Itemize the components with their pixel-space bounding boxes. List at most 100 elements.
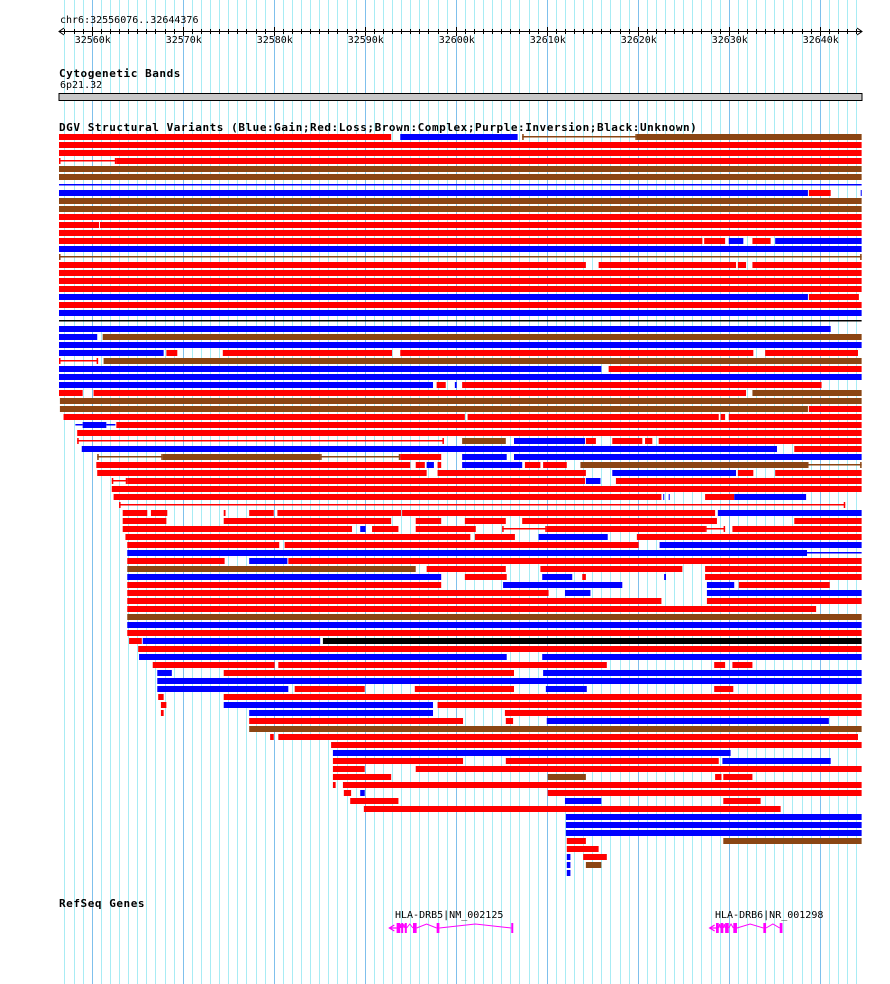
variant-connector-complex[interactable] bbox=[320, 456, 401, 458]
variant-loss[interactable] bbox=[436, 382, 446, 388]
variant-gain[interactable] bbox=[668, 494, 670, 500]
variant-gain[interactable] bbox=[514, 438, 585, 444]
variant-gain[interactable] bbox=[59, 190, 808, 196]
variant-loss[interactable] bbox=[332, 774, 392, 780]
variant-gain[interactable] bbox=[127, 622, 862, 628]
variant-gain[interactable] bbox=[223, 702, 434, 708]
variant-loss[interactable] bbox=[585, 438, 596, 444]
variant-loss[interactable] bbox=[505, 758, 719, 764]
variant-loss[interactable] bbox=[462, 382, 822, 388]
variant-loss[interactable] bbox=[97, 470, 427, 476]
gene-exon[interactable] bbox=[396, 923, 401, 933]
variant-loss[interactable] bbox=[166, 350, 178, 356]
variant-loss[interactable] bbox=[546, 526, 706, 532]
variant-gain[interactable] bbox=[59, 374, 862, 380]
variant-loss[interactable] bbox=[737, 262, 747, 268]
variant-loss[interactable] bbox=[127, 598, 662, 604]
variant-unknown[interactable] bbox=[322, 638, 862, 644]
variant-complex[interactable] bbox=[102, 334, 862, 340]
variant-gain[interactable] bbox=[706, 590, 862, 596]
variant-gain[interactable] bbox=[82, 422, 107, 428]
variant-gain[interactable] bbox=[59, 334, 98, 340]
variant-loss[interactable] bbox=[223, 670, 514, 676]
variant-loss[interactable] bbox=[543, 462, 567, 468]
variant-loss[interactable] bbox=[583, 854, 607, 860]
variant-gain[interactable] bbox=[612, 470, 737, 476]
gene-exon[interactable] bbox=[511, 923, 514, 933]
variant-loss[interactable] bbox=[738, 582, 830, 588]
variant-gain[interactable] bbox=[564, 798, 602, 804]
variant-loss[interactable] bbox=[705, 566, 862, 572]
variant-loss[interactable] bbox=[372, 526, 399, 532]
gene-exon[interactable] bbox=[401, 923, 404, 933]
variant-loss[interactable] bbox=[464, 518, 506, 524]
variant-loss[interactable] bbox=[127, 558, 225, 564]
variant-loss[interactable] bbox=[332, 782, 336, 788]
variant-loss[interactable] bbox=[122, 510, 148, 516]
variant-gain[interactable] bbox=[249, 558, 288, 564]
variant-gain[interactable] bbox=[775, 238, 862, 244]
variant-loss[interactable] bbox=[504, 710, 862, 716]
variant-loss[interactable] bbox=[59, 390, 83, 396]
variant-complex[interactable] bbox=[462, 438, 506, 444]
variant-complex[interactable] bbox=[547, 774, 586, 780]
variant-loss[interactable] bbox=[342, 782, 862, 788]
variant-complex[interactable] bbox=[636, 134, 862, 140]
variant-loss[interactable] bbox=[720, 414, 726, 420]
variant-loss[interactable] bbox=[59, 286, 862, 292]
variant-loss[interactable] bbox=[714, 662, 726, 668]
variant-complex[interactable] bbox=[59, 206, 862, 212]
variant-loss[interactable] bbox=[150, 510, 168, 516]
variant-loss[interactable] bbox=[808, 294, 859, 300]
variant-loss[interactable] bbox=[63, 414, 465, 420]
variant-loss[interactable] bbox=[350, 798, 399, 804]
variant-loss[interactable] bbox=[59, 150, 862, 156]
variant-complex[interactable] bbox=[127, 566, 416, 572]
variant-loss[interactable] bbox=[127, 542, 280, 548]
variant-gain[interactable] bbox=[585, 478, 601, 484]
variant-gain[interactable] bbox=[503, 582, 623, 588]
variant-complex[interactable] bbox=[59, 406, 808, 412]
variant-gain[interactable] bbox=[462, 454, 507, 460]
gene-exon[interactable] bbox=[720, 923, 724, 933]
variant-gain[interactable] bbox=[514, 454, 862, 460]
variant-loss[interactable] bbox=[59, 262, 586, 268]
variant-loss[interactable] bbox=[714, 686, 734, 692]
variant-complex[interactable] bbox=[162, 454, 321, 460]
variant-loss[interactable] bbox=[363, 806, 781, 812]
variant-gain[interactable] bbox=[706, 582, 735, 588]
variant-gain[interactable] bbox=[565, 814, 862, 820]
variant-gain[interactable] bbox=[543, 670, 862, 676]
variant-loss[interactable] bbox=[426, 566, 506, 572]
variant-loss[interactable] bbox=[402, 510, 716, 516]
variant-gain[interactable] bbox=[565, 830, 862, 836]
variant-loss[interactable] bbox=[278, 662, 607, 668]
variant-gain[interactable] bbox=[454, 382, 457, 388]
variant-loss[interactable] bbox=[794, 446, 862, 452]
variant-loss[interactable] bbox=[705, 574, 862, 580]
variant-gain[interactable] bbox=[360, 526, 366, 532]
variant-connector-complex[interactable] bbox=[522, 136, 637, 138]
variant-loss[interactable] bbox=[122, 518, 167, 524]
variant-connector-loss[interactable] bbox=[77, 440, 444, 442]
variant-loss[interactable] bbox=[270, 734, 274, 740]
variant-loss[interactable] bbox=[645, 438, 653, 444]
variant-loss[interactable] bbox=[77, 430, 862, 436]
variant-loss[interactable] bbox=[331, 742, 862, 748]
variant-loss[interactable] bbox=[113, 494, 662, 500]
variant-connector-gain[interactable] bbox=[59, 184, 862, 186]
variant-loss[interactable] bbox=[728, 414, 862, 420]
variant-complex[interactable] bbox=[59, 198, 862, 204]
variant-loss[interactable] bbox=[612, 438, 643, 444]
ruler-left-arrow-icon[interactable] bbox=[58, 27, 65, 36]
variant-gain[interactable] bbox=[566, 870, 571, 876]
variant-gain[interactable] bbox=[81, 446, 777, 452]
variant-loss[interactable] bbox=[125, 534, 471, 540]
variant-loss[interactable] bbox=[415, 526, 476, 532]
variant-loss[interactable] bbox=[122, 526, 353, 532]
variant-gain[interactable] bbox=[142, 638, 321, 644]
variant-loss[interactable] bbox=[474, 534, 515, 540]
variant-loss[interactable] bbox=[704, 238, 726, 244]
variant-loss[interactable] bbox=[524, 462, 541, 468]
variant-loss[interactable] bbox=[223, 510, 226, 516]
